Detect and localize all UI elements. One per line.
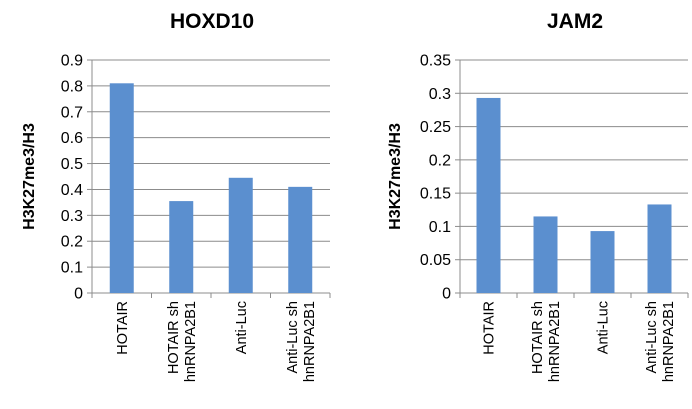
x-category-label: hnRNPA2B1 [302, 301, 318, 382]
y-tick-label: 0.3 [61, 208, 83, 225]
x-category-label: HOTAIR sh [530, 301, 546, 374]
y-tick-label: 0.2 [61, 234, 83, 251]
bar [228, 177, 253, 293]
bar [533, 216, 558, 293]
chart-title: JAM2 [547, 10, 603, 33]
y-tick-label: 0 [74, 286, 83, 303]
bar [476, 97, 501, 294]
x-category-label: hnRNPA2B1 [661, 301, 677, 382]
bar [109, 83, 134, 293]
y-tick-label: 0.25 [420, 119, 451, 136]
bar [590, 231, 615, 293]
x-category-label: HOTAIR [482, 301, 498, 355]
y-tick-label: 0.9 [61, 53, 83, 70]
x-category-label: Anti-Luc sh [644, 301, 660, 374]
y-tick-label: 0.2 [429, 152, 451, 169]
x-category-label: Anti-Luc [596, 301, 612, 354]
y-tick-label: 0.05 [420, 252, 451, 269]
bar [288, 186, 313, 293]
bar [169, 201, 194, 293]
x-category-label: HOTAIR sh [166, 301, 182, 374]
chart-hoxd10: HOXD10 H3K27me3/H3 0 0.1 0.2 0.3 0.4 0.5 0.6 0.7 0… [21, 10, 331, 382]
chart-title: HOXD10 [170, 10, 254, 33]
y-tick-label: 0.8 [61, 78, 83, 95]
x-category-label: Anti-Luc [234, 301, 250, 354]
x-category-label: hnRNPA2B1 [183, 301, 199, 382]
y-tick-label: 0.1 [61, 260, 83, 277]
y-tick-label: 0.4 [61, 182, 83, 199]
y-tick-label: 0.6 [61, 130, 83, 147]
y-tick-label: 0.1 [429, 219, 451, 236]
bar [647, 204, 672, 293]
y-axis-label: H3K27me3/H3 [387, 123, 404, 230]
y-tick-label: 0 [442, 286, 451, 303]
y-axis-label: H3K27me3/H3 [21, 123, 38, 230]
chart-jam2: JAM2 H3K27me3/H3 0 0.05 0.1 0.15 0.2 0.25 0.3 0.3… [387, 10, 689, 382]
x-category-label: HOTAIR [115, 301, 131, 355]
x-category-label: Anti-Luc sh [285, 301, 301, 374]
y-tick-label: 0.3 [429, 86, 451, 103]
x-category-label: hnRNPA2B1 [547, 301, 563, 382]
y-tick-label: 0.15 [420, 186, 451, 203]
y-tick-label: 0.7 [61, 104, 83, 121]
y-tick-label: 0.5 [61, 156, 83, 173]
y-tick-label: 0.35 [420, 53, 451, 70]
